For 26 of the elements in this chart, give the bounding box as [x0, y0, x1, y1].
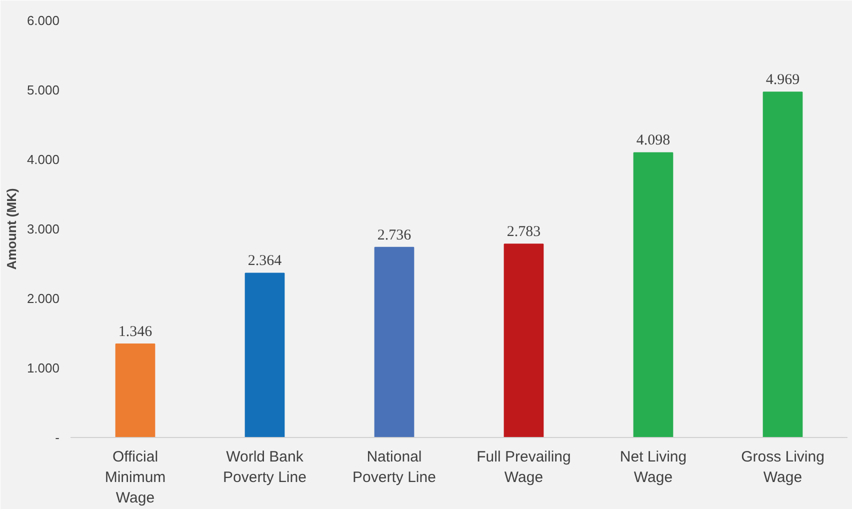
data-label: 4.098 [636, 132, 670, 149]
bar [762, 92, 803, 438]
data-label: 2.736 [377, 227, 412, 244]
y-tick-label: - [55, 430, 60, 445]
y-tick-label: 5.000 [26, 82, 60, 98]
data-label: 2.783 [506, 224, 541, 240]
y-axis-title: Amount (MK) [4, 188, 19, 270]
y-tick-label: 6.000 [26, 13, 60, 28]
y-tick-label: 2.000 [26, 291, 60, 306]
x-tick-label: Official Minimum Wage [104, 448, 166, 506]
bar [374, 246, 414, 438]
x-tick-label: World Bank Poverty Line [223, 448, 306, 486]
bar [504, 244, 544, 438]
x-tick-label: Gross Living Wage [741, 448, 824, 486]
data-label: 4.969 [766, 72, 800, 88]
bar [115, 343, 156, 438]
bar [244, 272, 285, 438]
y-tick-label: 3.000 [26, 222, 60, 236]
x-tick-label: Full Prevailing Wage [476, 448, 571, 486]
data-label: 2.364 [248, 253, 282, 270]
x-tick-label: National Poverty Line [352, 448, 436, 486]
y-tick-label: 4.000 [26, 152, 60, 167]
data-label: 1.346 [118, 324, 153, 340]
y-tick-label: 1.000 [26, 360, 60, 376]
x-tick-label: Net Living Wage [620, 448, 687, 486]
bar [633, 152, 674, 438]
